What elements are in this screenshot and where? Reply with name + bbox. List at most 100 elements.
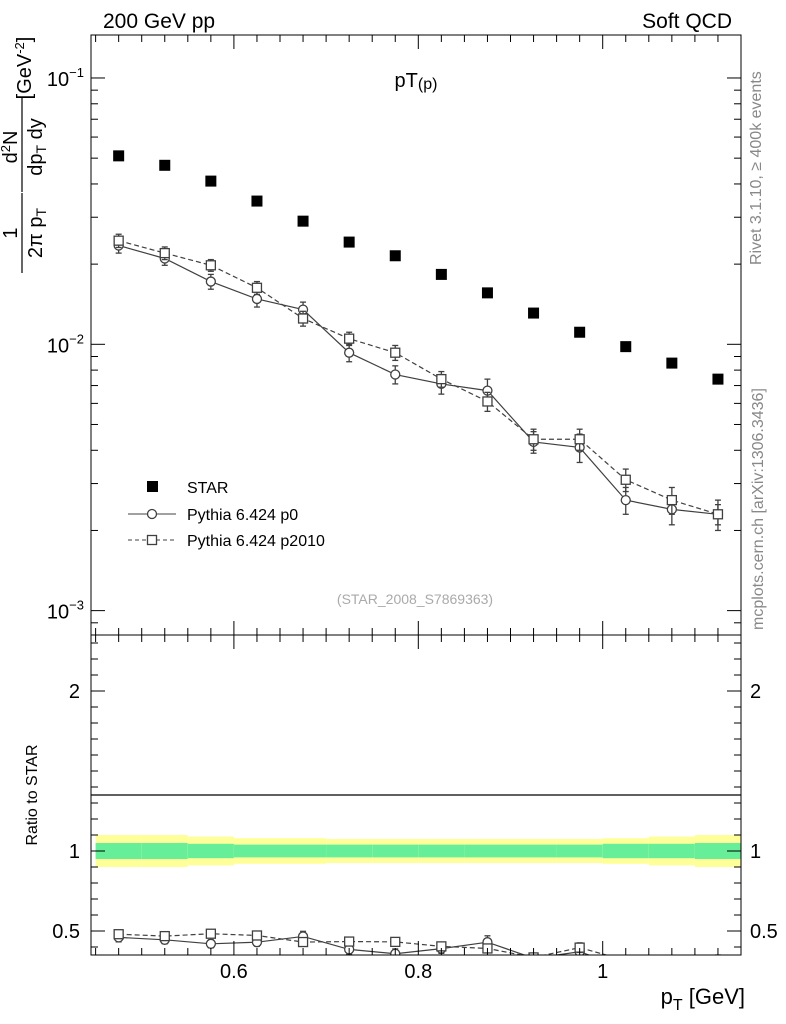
- series-line: [118, 244, 719, 515]
- ylabel-one: 1: [0, 227, 22, 238]
- y-axis-label-lower: Ratio to STAR: [24, 744, 41, 845]
- data-point: [435, 268, 447, 280]
- data-point: [390, 347, 401, 358]
- data-point: [251, 293, 263, 305]
- x-axis-label: pT [GeV]: [661, 984, 745, 1014]
- y-tick-label-right: 2: [750, 681, 761, 703]
- data-point: [297, 313, 309, 324]
- ratio-point: [297, 936, 309, 948]
- rivet-label: Rivet 3.1.10, ≥ 400k events: [748, 71, 765, 265]
- ratio-point: [205, 928, 217, 939]
- data-point: [205, 175, 217, 187]
- header-right: Soft QCD: [642, 10, 732, 33]
- data-point: [712, 509, 724, 520]
- data-point: [205, 260, 217, 271]
- data-point: [436, 373, 447, 385]
- ratio-point: [713, 957, 722, 966]
- lower-panel: 0.6 0.8 1 2 2 1 1 0.5 0.5 Ratio to STAR: [24, 634, 778, 983]
- data-point: [113, 235, 124, 246]
- data-point: [113, 150, 125, 162]
- y-tick-label: 10−2: [47, 331, 84, 357]
- ratio-band-stat: [372, 844, 419, 858]
- legend: STAR Pythia 6.424 p0 Pythia 6.424 p2010: [128, 480, 325, 550]
- plot-title-main: pT: [395, 70, 418, 92]
- mcplots-label: mcplots.cern.ch [arXiv:1306.3436]: [750, 388, 767, 630]
- y-tick-label: 10−1: [47, 65, 84, 91]
- legend-p0-label: Pythia 6.424 p0: [187, 507, 298, 524]
- data-point: [389, 250, 401, 262]
- lower-ticks: 0.6 0.8 1 2 2 1 1 0.5 0.5: [52, 635, 778, 983]
- upper-series: [113, 150, 724, 532]
- data-point: [390, 369, 401, 380]
- data-point: [574, 434, 585, 445]
- data-point: [159, 247, 170, 259]
- legend-star-label: STAR: [187, 480, 228, 497]
- data-point: [344, 333, 355, 344]
- y-tick-label: 1: [69, 841, 80, 863]
- plot-title: pT(p): [395, 70, 438, 93]
- ratio-point: [344, 936, 355, 947]
- ratio-point: [159, 930, 170, 942]
- ratio-band-stat: [233, 844, 281, 858]
- legend-star-marker: [147, 481, 158, 492]
- ratio-band-stat: [95, 843, 142, 859]
- ratio-point: [621, 956, 630, 965]
- ratio-band-stat: [141, 843, 188, 859]
- data-point: [251, 282, 263, 293]
- ylabel-unit: [GeV-2]: [12, 37, 36, 100]
- series-star: [113, 150, 724, 385]
- ratio-point: [390, 936, 401, 948]
- lower-frame: [90, 634, 742, 956]
- y-tick-label-right: 0.5: [750, 921, 778, 943]
- ratio-band-stat: [694, 843, 741, 859]
- data-point: [528, 307, 540, 319]
- y-axis-label-upper: 1 2π pT d2N dpT dy [GeV-2]: [0, 37, 49, 273]
- x-tick-label: 0.8: [404, 961, 432, 983]
- y-tick-label: 2: [69, 681, 80, 703]
- plot-title-sub: (p): [418, 76, 438, 93]
- ylabel-den1: 2π pT: [25, 207, 49, 258]
- ylabel-num2: d2N: [0, 131, 22, 164]
- ratio-point: [251, 930, 263, 941]
- series-line: [118, 240, 719, 515]
- x-tick-label: 1: [597, 961, 608, 983]
- data-point: [297, 215, 309, 227]
- upper-ticks: 10−1 10−2 10−3: [47, 35, 742, 635]
- data-point: [574, 326, 586, 338]
- legend-p2010-marker: [146, 534, 158, 546]
- data-point: [251, 195, 263, 207]
- data-point: [343, 236, 355, 248]
- data-point: [666, 494, 678, 506]
- ratio-point: [205, 938, 217, 949]
- ratio-band: [95, 835, 741, 867]
- ratio-band-stat: [510, 844, 557, 858]
- y-tick-label: 10−3: [47, 598, 84, 624]
- data-point: [528, 434, 539, 445]
- data-point: [712, 373, 724, 385]
- data-point: [620, 474, 631, 485]
- ratio-band-stat: [464, 844, 511, 858]
- data-point: [481, 287, 493, 299]
- ratio-band-stat: [280, 844, 327, 858]
- ratio-band-stat: [648, 843, 695, 859]
- ratio-point: [621, 963, 630, 972]
- data-point: [159, 159, 171, 171]
- data-point: [620, 494, 631, 506]
- ratio-band-stat: [602, 843, 649, 859]
- data-point: [620, 341, 632, 353]
- ratio-point: [713, 957, 722, 966]
- ratio-band-stat: [326, 844, 373, 858]
- data-point: [482, 396, 493, 407]
- ylabel-den2: dpT dy: [25, 118, 49, 176]
- legend-p2010-label: Pythia 6.424 p2010: [187, 533, 325, 550]
- ratio-band-stat: [556, 844, 603, 858]
- ratio-point: [113, 929, 124, 940]
- analysis-tag: (STAR_2008_S7869363): [337, 591, 493, 607]
- ratio-point: [667, 958, 676, 967]
- data-point: [344, 347, 355, 358]
- x-tick-label: 0.6: [220, 961, 248, 983]
- series-pythia-p2010: [113, 233, 724, 526]
- data-point: [666, 357, 678, 369]
- y-tick-label: 0.5: [52, 921, 80, 943]
